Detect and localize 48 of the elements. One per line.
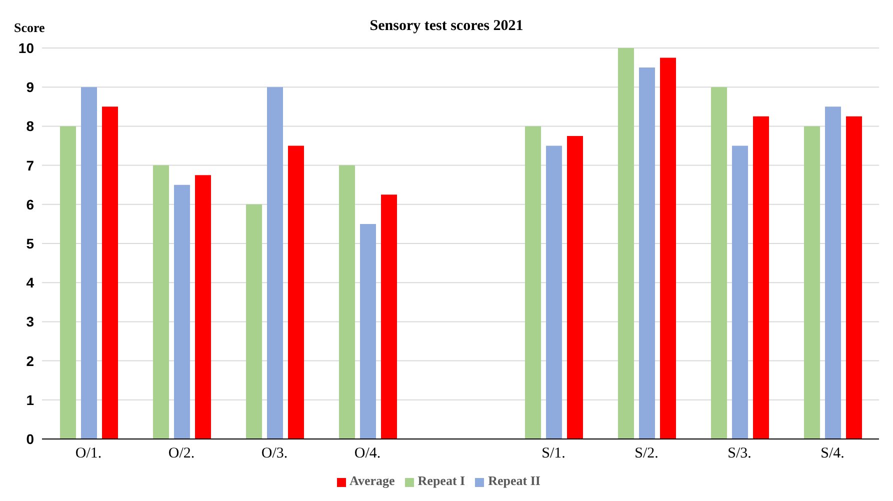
bar — [360, 224, 376, 439]
bar — [246, 204, 262, 439]
bar — [195, 175, 211, 439]
bar — [381, 194, 397, 439]
bar — [711, 87, 727, 439]
bar — [339, 165, 355, 439]
bar — [618, 48, 634, 439]
y-tick-label: 8 — [26, 118, 34, 134]
x-tick-label: O/4. — [354, 446, 381, 462]
legend-label: Repeat II — [488, 473, 540, 488]
y-tick-label: 1 — [26, 392, 34, 408]
y-tick-label: 5 — [26, 235, 34, 252]
y-tick-label: 3 — [26, 314, 34, 330]
y-axis-title: Score — [14, 20, 45, 36]
bar — [732, 146, 748, 439]
bar — [288, 146, 304, 439]
bar — [825, 106, 841, 439]
bar — [546, 146, 562, 439]
bar — [267, 87, 283, 439]
bar — [753, 116, 769, 439]
x-tick-label: O/2. — [168, 446, 195, 462]
y-tick-label: 9 — [26, 79, 34, 96]
bar — [102, 106, 118, 439]
legend-label: Average — [350, 473, 395, 488]
bar — [60, 126, 76, 439]
bar — [567, 136, 583, 439]
bar — [153, 165, 169, 439]
x-tick-label: S/2. — [634, 446, 658, 462]
x-tick-label: S/3. — [728, 446, 752, 462]
bar — [525, 126, 541, 439]
bar — [81, 87, 97, 439]
bar — [804, 126, 820, 439]
x-tick-label: S/4. — [820, 446, 844, 462]
legend-label: Repeat I — [418, 473, 466, 488]
y-tick-label: 7 — [26, 157, 34, 174]
bar — [660, 58, 676, 439]
x-tick-label: O/3. — [261, 446, 288, 462]
y-tick-label: 6 — [26, 196, 34, 212]
y-tick-label: 10 — [18, 40, 34, 56]
bar — [639, 68, 655, 439]
x-tick-label: O/1. — [75, 446, 102, 462]
bar — [846, 116, 862, 439]
y-tick-label: 0 — [26, 430, 34, 447]
x-tick-label: S/1. — [542, 446, 566, 462]
chart-title: Sensory test scores 2021 — [370, 18, 524, 34]
y-tick-label: 2 — [26, 352, 34, 369]
y-tick-label: 4 — [26, 274, 34, 291]
bar — [174, 184, 190, 439]
